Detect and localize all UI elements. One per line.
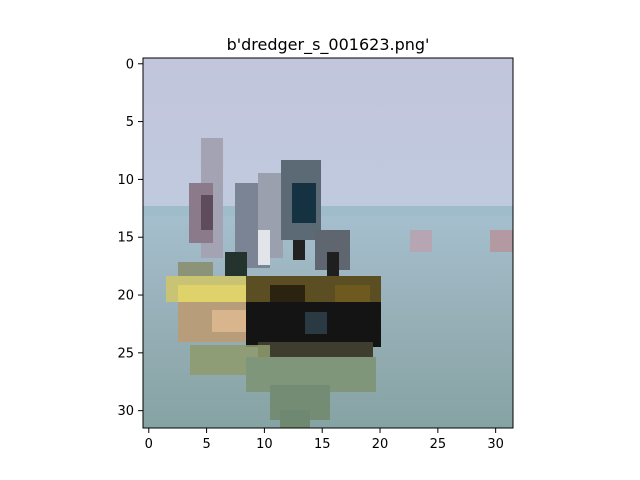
y-axis: 0 5 10 15 20 25 30 bbox=[117, 57, 143, 419]
y-tick-label: 25 bbox=[117, 346, 134, 361]
x-tick-label: 10 bbox=[256, 437, 273, 452]
y-tick-label: 0 bbox=[126, 57, 134, 72]
chart-title: b'dredger_s_001623.png' bbox=[227, 35, 430, 55]
water-reflection bbox=[190, 345, 376, 428]
y-tick-label: 30 bbox=[117, 404, 134, 419]
x-tick-label: 5 bbox=[202, 437, 210, 452]
y-tick-label: 10 bbox=[117, 173, 134, 188]
x-axis: 0 5 10 15 20 25 30 bbox=[145, 428, 504, 452]
pixel-image bbox=[143, 58, 513, 428]
y-tick-label: 5 bbox=[126, 115, 134, 130]
horizon-band bbox=[143, 206, 513, 216]
plot-frame bbox=[142, 57, 514, 429]
distant-boat-1 bbox=[410, 230, 432, 252]
x-tick-label: 15 bbox=[314, 437, 331, 452]
y-tick-label: 15 bbox=[117, 231, 134, 246]
x-tick-label: 0 bbox=[145, 437, 153, 452]
x-tick-label: 30 bbox=[487, 437, 504, 452]
distant-boat-2 bbox=[490, 230, 513, 252]
x-tick-label: 20 bbox=[372, 437, 389, 452]
x-tick-label: 25 bbox=[430, 437, 447, 452]
dredger-vessel bbox=[166, 138, 381, 357]
y-tick-label: 20 bbox=[117, 289, 134, 304]
